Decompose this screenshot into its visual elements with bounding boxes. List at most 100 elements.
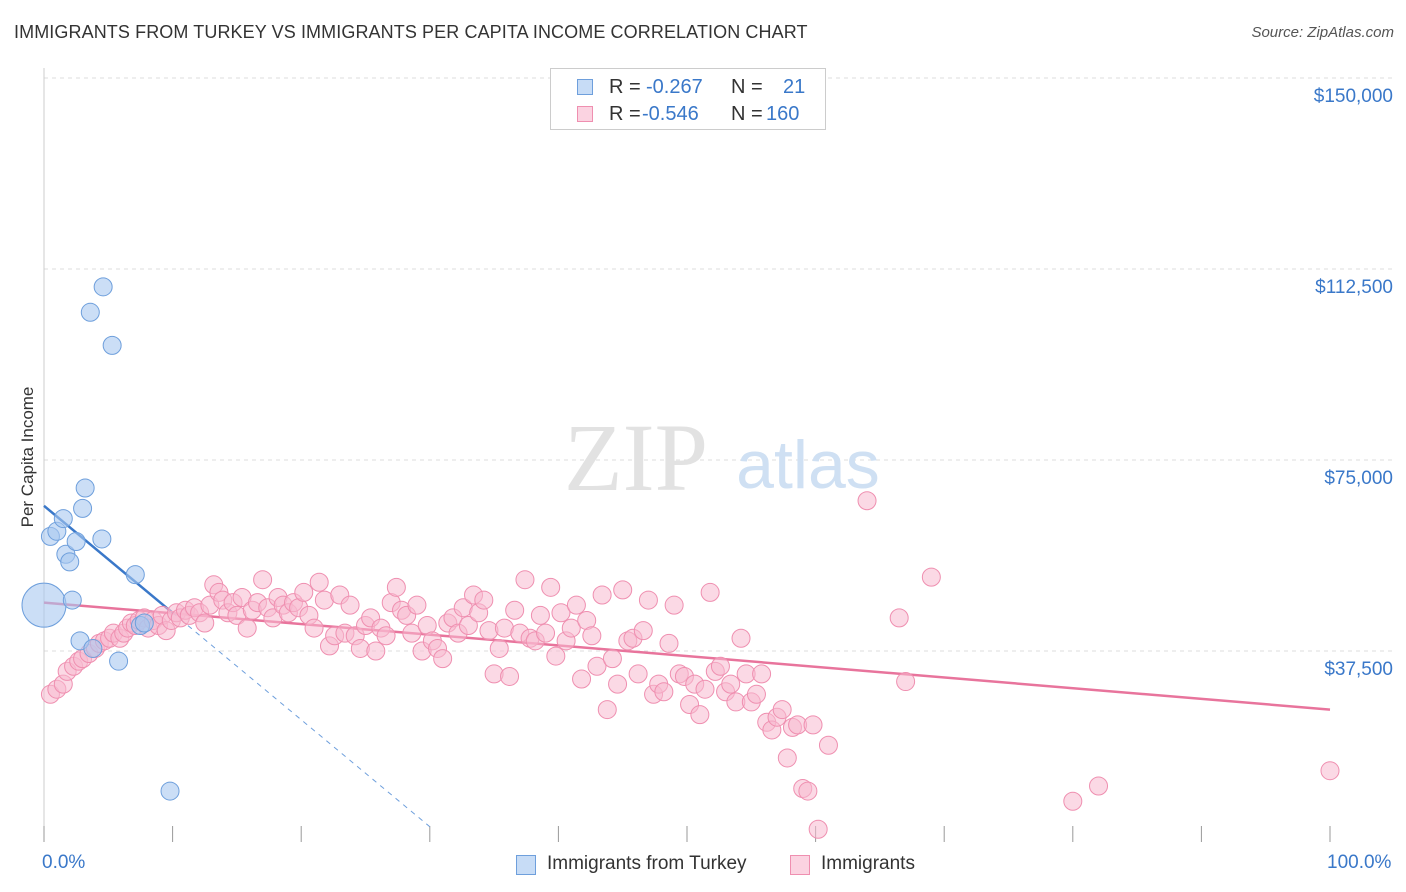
immigrants-point (921, 567, 941, 587)
y-tick-label: $37,500 (1324, 659, 1393, 680)
immigrants-point (710, 656, 730, 676)
watermark-zip: ZIP (564, 404, 708, 511)
legend-r-label: R = (609, 103, 641, 125)
immigrants-point (587, 656, 607, 676)
turkey-point (83, 638, 103, 658)
immigrants-point (536, 623, 556, 643)
immigrants-point (407, 595, 427, 615)
watermark: ZIP atlas (564, 404, 880, 511)
immigrants-point (561, 618, 581, 638)
immigrants-point (608, 674, 628, 694)
immigrants-point (309, 572, 329, 592)
turkey-trend-extension (172, 612, 431, 828)
immigrants-point (746, 684, 766, 704)
bottom-legend-label-turkey: Immigrants from Turkey (547, 853, 747, 874)
immigrants-point (889, 608, 909, 628)
immigrants-point (695, 679, 715, 699)
legend-n-label: N = (731, 103, 763, 125)
immigrants-point (304, 618, 324, 638)
immigrants-point (592, 585, 612, 605)
immigrants-point (597, 700, 617, 720)
immigrants-point (376, 626, 396, 646)
immigrants-point (546, 646, 566, 666)
immigrants-point (1063, 791, 1083, 811)
trend-layer (43, 504, 1331, 828)
immigrants-point (628, 664, 648, 684)
legend-row-immigrants: R = -0.546 N = 160 (551, 100, 825, 128)
immigrants-point (500, 666, 520, 686)
legend-r-value-turkey: -0.267 (646, 76, 703, 98)
turkey-point (80, 302, 100, 322)
immigrants-point (1320, 761, 1340, 781)
immigrants-point (294, 582, 314, 602)
x-tick-label-max: 100.0% (1327, 852, 1392, 873)
turkey-point (92, 529, 112, 549)
immigrants-point (195, 613, 215, 633)
turkey-point (93, 277, 113, 297)
immigrants-point (818, 735, 838, 755)
turkey-point (160, 781, 180, 801)
immigrants-trend-line (43, 601, 1331, 711)
turkey-point (109, 651, 129, 671)
immigrants-point (402, 623, 422, 643)
turkey-point (62, 590, 82, 610)
immigrants-point (340, 595, 360, 615)
legend-swatch-immigrants (577, 106, 593, 122)
immigrants-point (1089, 776, 1109, 796)
immigrants-point (896, 672, 916, 692)
immigrants-point (572, 669, 592, 689)
immigrants-point (433, 649, 453, 669)
y-tick-label: $112,500 (1315, 277, 1393, 298)
immigrants-point (777, 748, 797, 768)
legend-n-label: N = (731, 76, 763, 98)
immigrants-point (772, 700, 792, 720)
immigrants-point (582, 626, 602, 646)
immigrants-point (700, 582, 720, 602)
immigrants-points (40, 491, 1340, 839)
legend-n-value-turkey: 21 (783, 76, 806, 98)
turkey-point (73, 498, 93, 518)
immigrants-point (798, 781, 818, 801)
immigrants-point (731, 628, 751, 648)
immigrants-point (566, 595, 586, 615)
immigrants-point (253, 570, 273, 590)
immigrants-point (551, 603, 571, 623)
chart-title: IMMIGRANTS FROM TURKEY VS IMMIGRANTS PER… (14, 22, 808, 42)
immigrants-point (366, 641, 386, 661)
y-tick-label: $75,000 (1324, 468, 1393, 489)
turkey-point (21, 582, 67, 628)
legend-r-label: R = (609, 76, 641, 98)
legend-r-value-immigrants: -0.546 (642, 103, 699, 125)
immigrants-point (659, 633, 679, 653)
immigrants-point (237, 618, 257, 638)
immigrants-point (808, 819, 828, 839)
immigrants-point (633, 621, 653, 641)
immigrants-point (515, 570, 535, 590)
immigrants-point (530, 605, 550, 625)
turkey-point (75, 478, 95, 498)
turkey-point (60, 552, 80, 572)
immigrants-point (857, 491, 877, 511)
legend-row-turkey: R = -0.267 N = 21 (551, 73, 825, 101)
immigrants-point (803, 715, 823, 735)
immigrants-point (721, 674, 741, 694)
turkey-point (53, 509, 73, 529)
bottom-legend-swatch-turkey (516, 855, 536, 875)
turkey-points (21, 277, 180, 801)
y-tick-label: $150,000 (1313, 86, 1393, 107)
immigrants-point (690, 705, 710, 725)
immigrants-point (474, 590, 494, 610)
bottom-legend-label-immigrants: Immigrants (821, 853, 915, 874)
immigrants-point (541, 577, 561, 597)
chart-source: Source: ZipAtlas.com (1251, 24, 1394, 41)
immigrants-point (654, 682, 674, 702)
watermark-atlas: atlas (736, 427, 880, 503)
turkey-point (134, 613, 154, 633)
immigrants-point (458, 616, 478, 636)
immigrants-point (638, 590, 658, 610)
legend-n-value-immigrants: 160 (766, 103, 800, 125)
turkey-point (66, 531, 86, 551)
turkey-point (125, 565, 145, 585)
immigrants-point (752, 664, 772, 684)
